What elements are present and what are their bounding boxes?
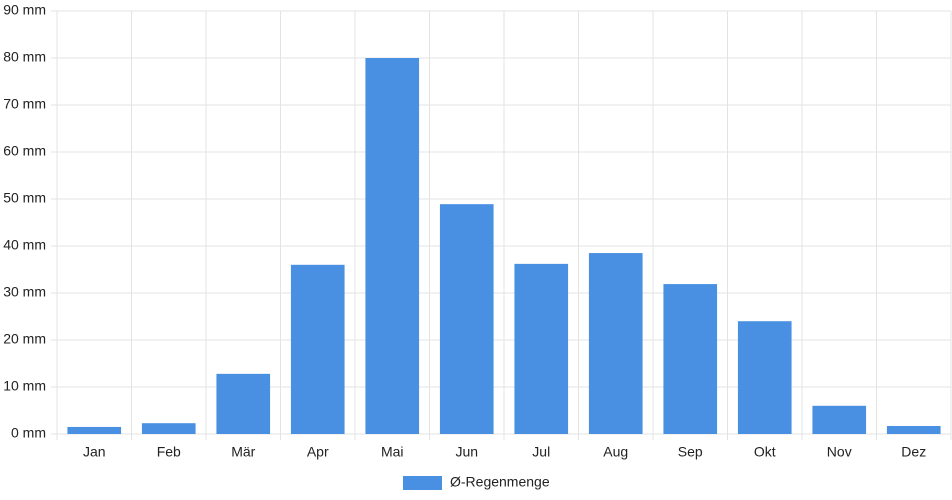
x-tick-label: Dez	[901, 444, 926, 460]
bar	[216, 373, 271, 434]
y-tick-label: 70 mm	[3, 96, 46, 112]
y-tick-label: 80 mm	[3, 49, 46, 65]
bar	[812, 405, 867, 434]
x-tick-label: Sep	[678, 444, 703, 460]
bar	[290, 264, 345, 434]
legend-swatch	[403, 476, 442, 490]
bar	[514, 263, 569, 434]
bar	[588, 253, 643, 434]
bar	[439, 204, 494, 434]
legend-label: Ø-Regenmenge	[450, 474, 550, 490]
bar	[67, 426, 122, 434]
y-tick-label: 10 mm	[3, 378, 46, 394]
bar	[737, 321, 792, 434]
y-tick-label: 60 mm	[3, 143, 46, 159]
bar	[365, 58, 420, 434]
bar	[886, 426, 941, 434]
y-tick-label: 0 mm	[11, 425, 46, 441]
y-tick-label: 50 mm	[3, 190, 46, 206]
bar	[141, 423, 196, 434]
x-tick-label: Aug	[603, 444, 628, 460]
x-tick-label: Mai	[381, 444, 404, 460]
x-tick-label: Feb	[157, 444, 181, 460]
x-tick-label: Jun	[455, 444, 478, 460]
bar	[663, 284, 718, 434]
x-tick-label: Jan	[83, 444, 106, 460]
x-tick-label: Mär	[231, 444, 255, 460]
y-tick-label: 20 mm	[3, 331, 46, 347]
x-tick-label: Apr	[307, 444, 329, 460]
y-tick-label: 90 mm	[3, 2, 46, 18]
x-tick-label: Jul	[532, 444, 550, 460]
y-tick-label: 30 mm	[3, 284, 46, 300]
x-tick-label: Nov	[827, 444, 852, 460]
x-tick-label: Okt	[754, 444, 776, 460]
y-tick-label: 40 mm	[3, 237, 46, 253]
